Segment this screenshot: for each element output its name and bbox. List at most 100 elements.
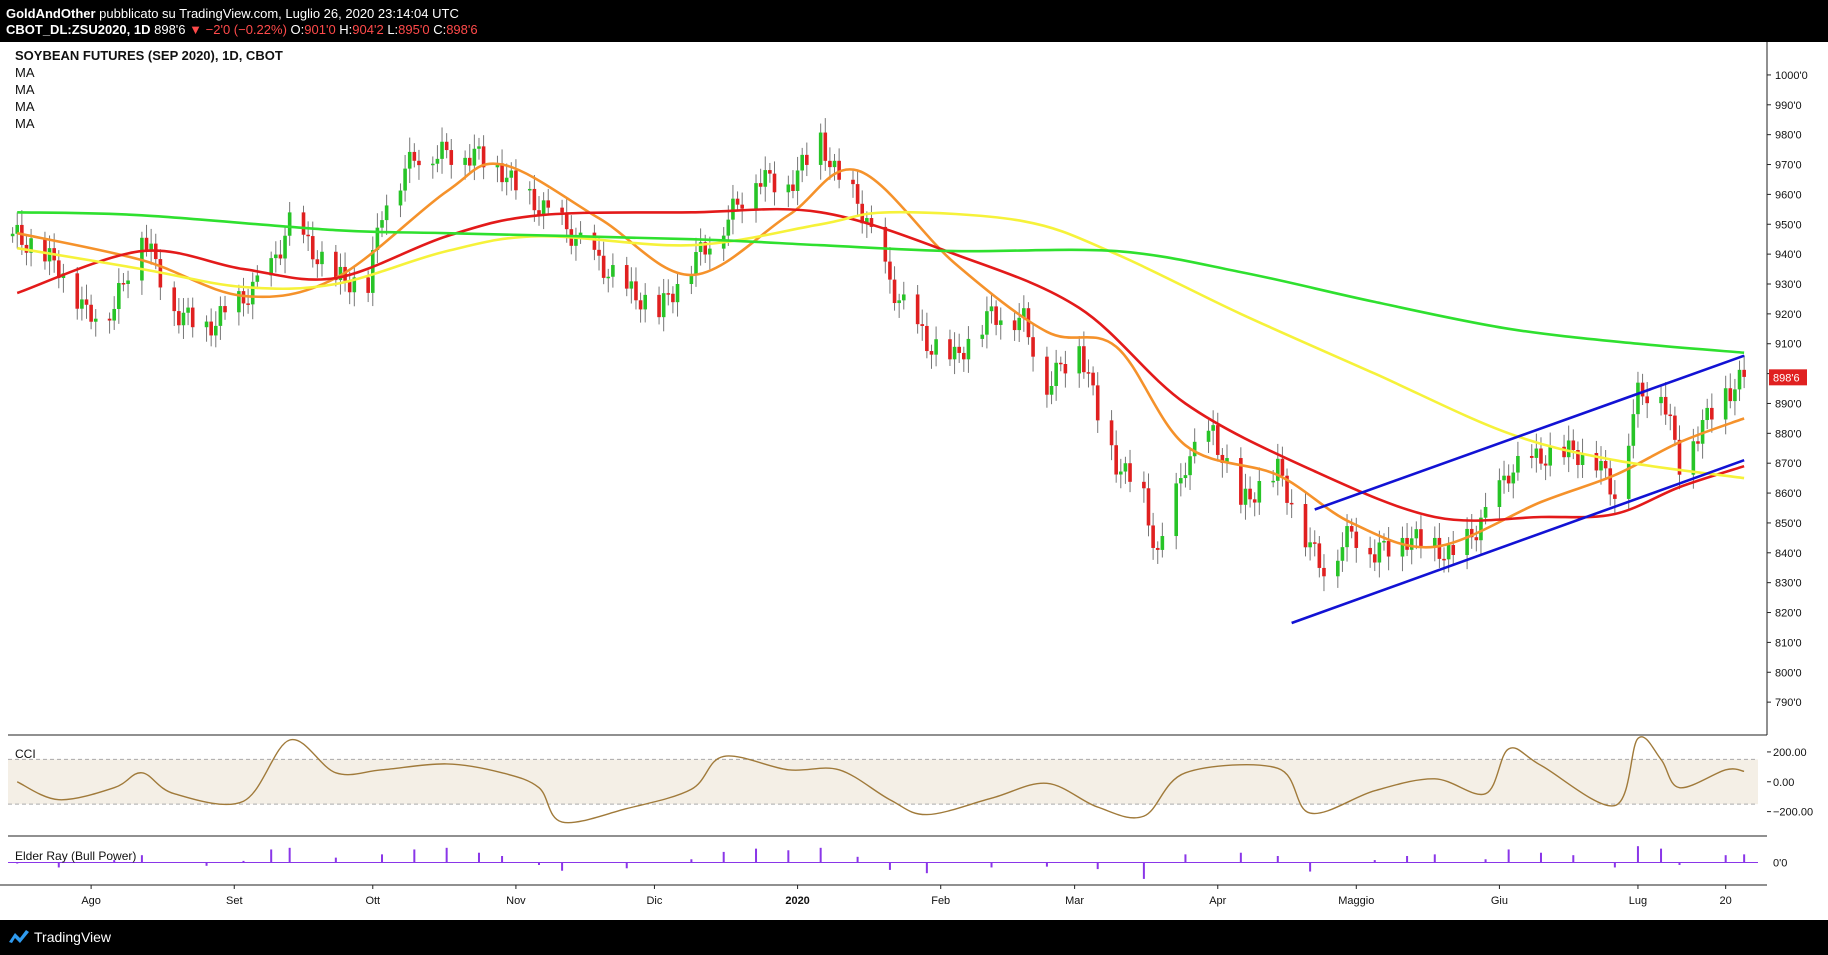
candle-body (1668, 414, 1673, 417)
tradingview-logo-icon[interactable] (8, 928, 30, 946)
candle-body (929, 351, 934, 355)
candle-body (1502, 475, 1506, 481)
candle-body (444, 141, 449, 151)
elder-ray-bar (445, 847, 448, 863)
elder-ray-bar (140, 855, 143, 863)
candle-body (768, 170, 772, 174)
price-tick-label: 960'0 (1775, 189, 1802, 201)
trend-channel[interactable] (1291, 354, 1745, 625)
candle-body (952, 346, 957, 360)
candle-body (1479, 517, 1483, 541)
candle-body (89, 304, 93, 322)
candle-body (1419, 529, 1423, 547)
candle-body (698, 242, 703, 253)
candle-body (1174, 483, 1179, 537)
price-pane[interactable]: 790'0 800'0 810'0 820'0 830'0 840'0 850'0 860'0… (10, 42, 1808, 735)
candle-body (172, 287, 177, 312)
candle-body (1636, 382, 1640, 415)
candle-body (1368, 547, 1372, 555)
candle-body (1220, 454, 1225, 463)
candle-body (75, 273, 80, 309)
chart-canvas[interactable]: 790'0 800'0 810'0 820'0 830'0 840'0 850'0 860'0… (0, 42, 1828, 920)
candle-body (407, 151, 412, 169)
cci-title[interactable]: CCI (15, 747, 36, 761)
candle-body (1571, 440, 1576, 451)
last-price-tag-bg (1769, 369, 1807, 386)
time-axis[interactable]: Ago Set Ott Nov Dic 2020 Feb Mar Apr Maggio Giu Lug… (81, 885, 1732, 907)
time-tick-label: Nov (506, 895, 526, 907)
candle-body (1285, 475, 1289, 503)
legend-ma-3[interactable]: MA (15, 99, 35, 114)
price-axis[interactable]: 790'0 800'0 810'0 820'0 830'0 840'0 850'0 860'0… (1767, 70, 1808, 709)
elder-ray-bar (1743, 854, 1746, 863)
candle-body (805, 154, 809, 165)
candle-body (375, 227, 380, 251)
time-tick-label: 20 (1720, 895, 1732, 907)
elder-ray-bar (1184, 854, 1187, 863)
candle-body (934, 339, 938, 355)
candle-body (888, 261, 892, 280)
candle-body (597, 249, 601, 256)
candle-body (578, 232, 583, 236)
elder-ray-bar (1309, 862, 1312, 872)
candle-body (1645, 396, 1649, 404)
candle-body (851, 179, 855, 185)
candle-body (366, 277, 370, 293)
open-value: 901'0 (304, 22, 336, 37)
candle-body (546, 200, 551, 208)
candle-body (472, 148, 477, 166)
candle-body (1012, 320, 1017, 331)
legend-ma-1[interactable]: MA (15, 65, 35, 80)
elder-ray-bar (413, 849, 416, 863)
candle-body (384, 205, 389, 221)
elder-ray-bar (288, 847, 291, 863)
price-tick-label: 1000'0 (1775, 70, 1808, 82)
candle-body (537, 210, 541, 215)
author-name[interactable]: GoldAndOther (6, 6, 96, 21)
candle-body (998, 320, 1003, 325)
candle-body (564, 212, 569, 230)
candle-body (1548, 446, 1553, 466)
cci-pane[interactable]: 200.00 0.00 −200.00 CCI (8, 736, 1813, 824)
legend-ma-2[interactable]: MA (15, 82, 35, 97)
price-tick-label: 800'0 (1775, 667, 1802, 679)
elder-ray-bar (1096, 862, 1099, 870)
candle-body (1077, 346, 1082, 374)
candle-body (758, 183, 763, 187)
candle-body (1673, 415, 1677, 440)
candle-body (689, 274, 694, 285)
candle-body (1275, 458, 1280, 481)
cci-axis[interactable]: 200.00 0.00 −200.00 (1767, 747, 1813, 819)
candle-body (213, 325, 218, 336)
candle-body (149, 243, 153, 250)
elder-ray-title[interactable]: Elder Ray (Bull Power) (15, 849, 136, 863)
candle-body (186, 307, 190, 313)
candle-body (1248, 488, 1252, 500)
candle-body (1252, 499, 1257, 503)
elder-ray-bar (1484, 859, 1487, 863)
candle-body (1497, 480, 1502, 507)
price-tick-label: 990'0 (1775, 100, 1802, 112)
time-tick-label: Feb (931, 895, 950, 907)
brand-name[interactable]: TradingView (34, 929, 112, 945)
time-tick-label: Apr (1209, 895, 1226, 907)
elder-ray-axis[interactable]: 0'0 (1773, 858, 1787, 870)
time-tick-label: Lug (1629, 895, 1647, 907)
chart-title: SOYBEAN FUTURES (SEP 2020), 1D, CBOT (15, 48, 283, 63)
cci-tick-label: 200.00 (1773, 747, 1807, 759)
candle-body (1188, 456, 1192, 476)
candle-body (1289, 502, 1294, 505)
candle-body (1603, 460, 1608, 469)
candle-body (1031, 337, 1035, 357)
candle-body (883, 226, 888, 262)
candle-body (855, 184, 860, 204)
candle-body (1354, 531, 1359, 548)
candle-body (606, 276, 611, 279)
elder-ray-pane[interactable]: 0'0 Elder Ray (Bull Power) (8, 846, 1787, 879)
candle-body (412, 151, 417, 161)
candle-body (1118, 471, 1123, 475)
candle-body (1691, 441, 1696, 475)
candle-body (1243, 488, 1248, 505)
candle-body (634, 281, 638, 301)
legend-ma-4[interactable]: MA (15, 116, 35, 131)
